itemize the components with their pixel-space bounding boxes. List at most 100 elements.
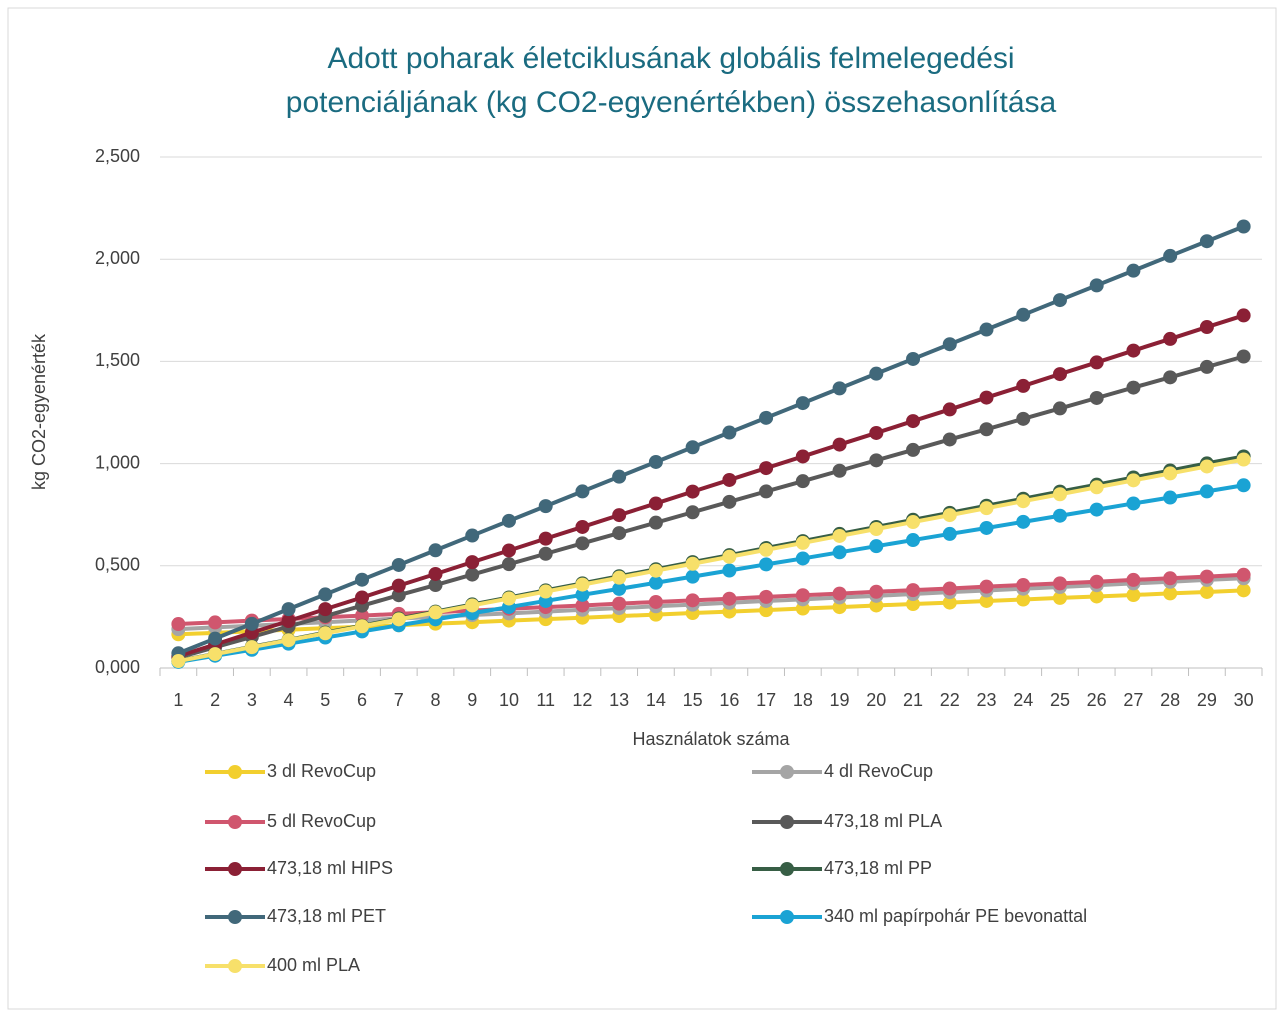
data-point: [648, 454, 663, 469]
data-point: [648, 575, 663, 590]
data-point: [869, 366, 884, 381]
data-point: [355, 619, 370, 634]
x-tick-label: 25: [1050, 690, 1070, 710]
data-point: [1052, 576, 1067, 591]
data-point: [869, 425, 884, 440]
data-point: [759, 589, 774, 604]
data-point: [1052, 508, 1067, 523]
data-point: [1126, 380, 1141, 395]
legend-label: 3 dl RevoCup: [267, 761, 376, 781]
data-point: [501, 591, 516, 606]
data-point: [1089, 390, 1104, 405]
data-point: [1236, 583, 1251, 598]
data-point: [1052, 367, 1067, 382]
data-point: [1199, 459, 1214, 474]
data-point: [208, 647, 223, 662]
data-point: [1163, 331, 1178, 346]
data-point: [1126, 572, 1141, 587]
data-point: [1016, 494, 1031, 509]
data-point: [465, 528, 480, 543]
data-point: [1199, 359, 1214, 374]
data-point: [979, 422, 994, 437]
x-tick-label: 6: [357, 690, 367, 710]
data-point: [1126, 263, 1141, 278]
data-point: [832, 545, 847, 560]
data-point: [685, 505, 700, 520]
data-point: [795, 551, 810, 566]
data-point: [832, 381, 847, 396]
data-point: [1089, 574, 1104, 589]
x-tick-label: 11: [536, 690, 555, 710]
data-point: [208, 631, 223, 646]
data-point: [869, 584, 884, 599]
data-point: [1052, 487, 1067, 502]
data-point: [722, 472, 737, 487]
data-point: [1163, 466, 1178, 481]
data-point: [1199, 320, 1214, 335]
data-point: [942, 432, 957, 447]
data-point: [1126, 343, 1141, 358]
data-point: [685, 440, 700, 455]
data-point: [1126, 473, 1141, 488]
data-point: [869, 598, 884, 613]
data-point: [1199, 234, 1214, 249]
data-point: [795, 588, 810, 603]
data-point: [1199, 569, 1214, 584]
data-point: [612, 526, 627, 541]
x-tick-label: 18: [793, 690, 813, 710]
x-tick-label: 23: [976, 690, 996, 710]
data-point: [171, 617, 186, 632]
data-point: [501, 543, 516, 558]
data-point: [1089, 278, 1104, 293]
data-point: [685, 593, 700, 608]
data-point: [1199, 584, 1214, 599]
data-point: [428, 578, 443, 593]
data-point: [1163, 248, 1178, 263]
data-point: [942, 337, 957, 352]
data-point: [1236, 567, 1251, 582]
data-point: [722, 494, 737, 509]
x-tick-label: 12: [572, 690, 592, 710]
x-tick-label: 5: [320, 690, 330, 710]
legend-label: 5 dl RevoCup: [267, 811, 376, 831]
data-point: [759, 484, 774, 499]
data-point: [612, 581, 627, 596]
legend-marker: [228, 765, 242, 779]
data-point: [942, 402, 957, 417]
x-tick-label: 10: [499, 690, 519, 710]
x-tick-label: 8: [430, 690, 440, 710]
x-tick-label: 16: [719, 690, 739, 710]
data-point: [1236, 308, 1251, 323]
data-point: [869, 522, 884, 537]
data-point: [612, 508, 627, 523]
data-point: [575, 587, 590, 602]
data-point: [832, 437, 847, 452]
data-point: [465, 555, 480, 570]
y-tick-label: 1,000: [95, 452, 140, 472]
data-point: [685, 484, 700, 499]
data-point: [869, 453, 884, 468]
x-axis-title: Használatok száma: [632, 729, 790, 749]
legend-label: 473,18 ml PLA: [824, 811, 942, 831]
data-point: [1236, 478, 1251, 493]
y-tick-label: 2,000: [95, 248, 140, 268]
legend-marker: [780, 765, 794, 779]
data-point: [428, 605, 443, 620]
data-point: [648, 515, 663, 530]
data-point: [1052, 293, 1067, 308]
legend-marker: [228, 862, 242, 876]
x-tick-label: 30: [1234, 690, 1254, 710]
data-point: [722, 591, 737, 606]
y-tick-label: 0,500: [95, 555, 140, 575]
data-point: [208, 615, 223, 630]
y-tick-label: 2,500: [95, 146, 140, 166]
x-tick-label: 9: [467, 690, 477, 710]
data-point: [906, 583, 921, 598]
data-point: [1089, 502, 1104, 517]
legend-label: 340 ml papírpohár PE bevonattal: [824, 906, 1087, 926]
y-tick-label: 0,000: [95, 657, 140, 677]
data-point: [979, 520, 994, 535]
data-point: [281, 633, 296, 648]
data-point: [281, 613, 296, 628]
